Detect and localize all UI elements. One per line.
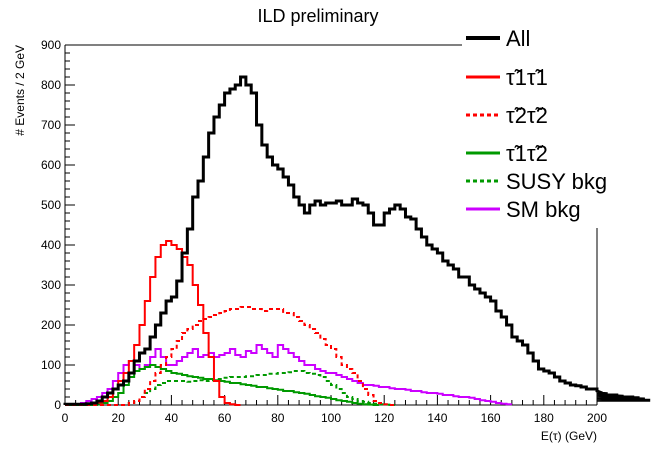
series-all <box>63 75 651 406</box>
series-stau1-stau2 <box>65 364 379 406</box>
x-tick-label: 180 <box>534 411 554 425</box>
chart-title: ILD preliminary <box>257 6 378 26</box>
legend-label: τ̃1τ̃1 <box>506 65 548 90</box>
x-tick-label: 120 <box>374 411 394 425</box>
y-tick-label: 400 <box>41 238 61 252</box>
series-layer <box>63 75 651 406</box>
legend-label: τ̃1τ̃2 <box>506 141 548 166</box>
legend-label: SM bkg <box>506 197 581 222</box>
legend-label: τ̃2τ̃2 <box>506 103 548 128</box>
y-tick-label: 200 <box>41 318 61 332</box>
x-tick-label: 60 <box>218 411 232 425</box>
legend: All τ̃1τ̃1 τ̃2τ̃2 τ̃1τ̃2 SUSY bkg SM bkg <box>462 26 646 228</box>
x-tick-label: 200 <box>587 411 607 425</box>
y-tick-label: 700 <box>41 118 61 132</box>
legend-label: All <box>506 26 530 51</box>
y-tick-label: 300 <box>41 278 61 292</box>
series-stau1-stau1 <box>64 240 241 406</box>
x-tick-label: 80 <box>271 411 285 425</box>
y-tick-label: 100 <box>41 358 61 372</box>
x-tick-label: 160 <box>481 411 501 425</box>
x-tick-label: 40 <box>165 411 179 425</box>
x-tick-label: 20 <box>112 411 126 425</box>
y-tick-label: 500 <box>41 198 61 212</box>
x-tick-label: 140 <box>427 411 447 425</box>
y-axis-title: # Events / 2 GeV <box>13 45 27 136</box>
y-tick-label: 800 <box>41 78 61 92</box>
y-tick-label: 600 <box>41 158 61 172</box>
series-sm-bkg <box>65 344 512 406</box>
series-stau2-stau2 <box>65 306 395 406</box>
x-tick-label: 0 <box>62 411 69 425</box>
y-tick-label: 900 <box>41 38 61 52</box>
series-susy-bkg <box>65 370 395 406</box>
legend-box <box>462 28 646 228</box>
x-tick-label: 100 <box>321 411 341 425</box>
y-tick-label: 0 <box>54 398 61 412</box>
x-axis-title: E(τ) (GeV) <box>541 429 597 443</box>
legend-label: SUSY bkg <box>506 169 607 194</box>
